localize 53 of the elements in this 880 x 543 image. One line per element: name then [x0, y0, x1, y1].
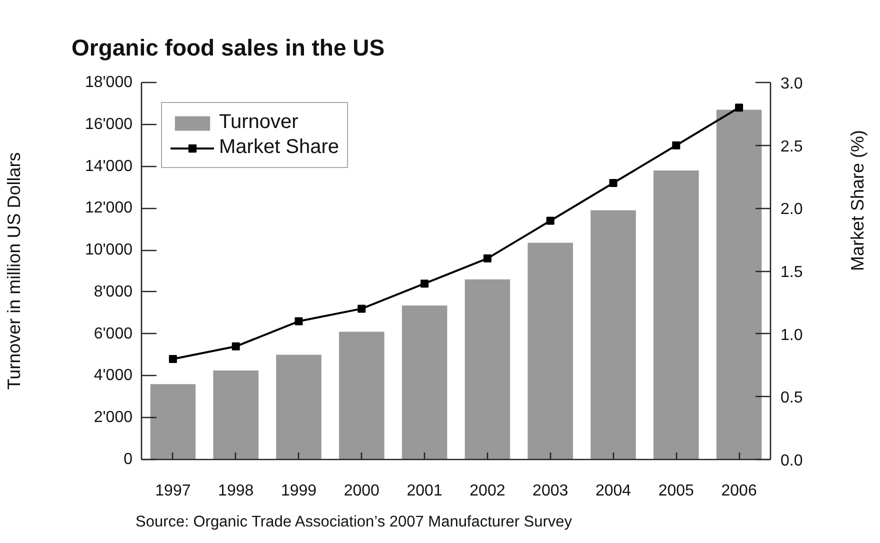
x-tick-label: 2006	[721, 482, 757, 500]
bar	[213, 370, 258, 460]
point	[358, 304, 366, 313]
y-tick-label: 2'000	[94, 409, 133, 426]
source-note: Source: Organic Trade Association’s 2007 Manufacturer Survey	[136, 514, 572, 530]
x-tick-label: 2003	[532, 482, 568, 500]
y-tick-label: 6'000	[94, 325, 133, 342]
y2-tick-label: 0.0	[780, 452, 803, 470]
bar	[339, 332, 384, 460]
point	[609, 179, 618, 188]
x-tick-label: 2002	[470, 482, 506, 500]
point	[672, 141, 680, 150]
point	[420, 280, 429, 288]
point	[483, 254, 492, 262]
y-tick-label: 18'000	[84, 74, 133, 91]
y-tick-label: 14'000	[84, 158, 133, 175]
bar	[654, 170, 699, 460]
bar	[528, 242, 573, 460]
y2-tick-label: 1.0	[780, 326, 803, 344]
bar	[150, 384, 196, 460]
legend-label: Market Share	[219, 136, 340, 159]
x-tick-label: 2005	[658, 482, 694, 500]
point	[232, 342, 240, 350]
x-tick-label: 1997	[155, 482, 191, 500]
bar	[276, 354, 322, 460]
point	[294, 317, 303, 326]
y-tick-label: 12'000	[84, 200, 133, 217]
x-tick-label: 2001	[406, 482, 442, 500]
y-tick-label: 0	[124, 451, 133, 468]
chart-title: Organic food sales in the US	[72, 34, 385, 60]
y2-tick-label: 2.0	[780, 201, 803, 218]
bar	[464, 279, 510, 460]
x-tick-label: 1999	[280, 482, 317, 500]
bar	[716, 110, 762, 460]
y2-tick-label: 3.0	[780, 76, 803, 92]
y-axis-title: Turnover in million US Dollars	[4, 152, 24, 390]
y-tick-label: 10'000	[84, 242, 133, 259]
y-tick-label: 4'000	[94, 367, 133, 384]
bar	[590, 210, 636, 460]
y2-tick-label: 0.5	[780, 390, 803, 407]
y2-tick-label: 1.5	[780, 264, 803, 281]
point	[168, 354, 177, 363]
legend-label: Turnover	[219, 111, 298, 134]
y2-axis-title: Market Share (%)	[848, 130, 868, 271]
x-tick-label: 1998	[218, 482, 254, 500]
x-tick-label: 2004	[595, 482, 632, 500]
y-tick-label: 16'000	[84, 116, 133, 133]
y2-tick-label: 2.5	[780, 138, 803, 156]
y-tick-label: 8'000	[94, 283, 133, 300]
bar	[402, 306, 448, 460]
point	[735, 104, 744, 112]
x-tick-label: 2000	[344, 482, 380, 500]
point	[546, 216, 554, 225]
